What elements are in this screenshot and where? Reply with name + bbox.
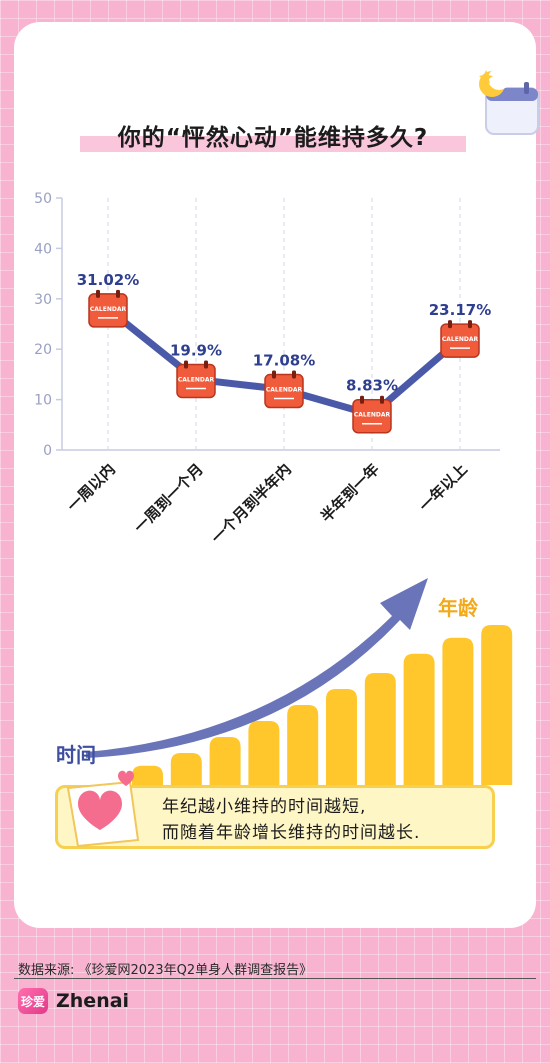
growth-bar bbox=[403, 653, 435, 785]
y-tick-label: 20 bbox=[34, 342, 52, 358]
calendar-marker-ring bbox=[96, 289, 100, 298]
calendar-marker-ring bbox=[204, 360, 208, 369]
callout-line-2: 而随着年龄增长维持的时间越长. bbox=[162, 823, 421, 843]
growth-bar bbox=[287, 705, 319, 785]
calendar-marker-ring bbox=[116, 289, 120, 298]
data-source: 数据来源: 《珍爱网2023年Q2单身人群调查报告》 bbox=[18, 963, 313, 978]
x-tick-label: 一周以内 bbox=[64, 460, 119, 515]
chart-title-wrap: 你的“怦然心动”能维持多久? bbox=[80, 118, 466, 158]
calendar-marker-ring bbox=[380, 395, 384, 404]
brand-logo: 珍爱 Zhenai bbox=[18, 987, 129, 1015]
logo-text: Zhenai bbox=[56, 990, 130, 1012]
data-label: 31.02% bbox=[77, 271, 139, 289]
growth-bar bbox=[248, 721, 280, 785]
growth-bar bbox=[132, 765, 163, 785]
time-label: 时间 bbox=[56, 743, 96, 767]
calendar-marker-text: CALENDAR bbox=[442, 336, 479, 343]
heart-note-icon bbox=[66, 770, 140, 848]
chart-axes: 0 10 20 30 40 50 bbox=[34, 191, 500, 459]
title-highlight bbox=[80, 136, 466, 152]
calendar-marker-text: CALENDAR bbox=[354, 412, 391, 419]
calendar-marker: CALENDAR bbox=[88, 289, 128, 328]
data-label: 8.83% bbox=[346, 377, 398, 395]
chart-title: 你的“怦然心动”能维持多久? bbox=[117, 125, 429, 151]
growth-bar bbox=[326, 689, 357, 785]
y-tick-label: 0 bbox=[43, 443, 52, 459]
calendar-marker-text: CALENDAR bbox=[266, 387, 303, 394]
growth-bar bbox=[170, 753, 202, 785]
calendar-moon-icon bbox=[479, 68, 539, 135]
calendar-marker: CALENDAR bbox=[176, 360, 216, 399]
x-tick-label: 一周到一个月 bbox=[130, 460, 206, 536]
x-tick-label: 一年以上 bbox=[416, 460, 471, 515]
calendar-marker-ring bbox=[184, 360, 188, 369]
growth-bar bbox=[364, 673, 396, 785]
data-label: 17.08% bbox=[253, 352, 315, 370]
growth-graphic bbox=[86, 578, 513, 785]
data-label: 19.9% bbox=[170, 341, 222, 359]
calendar-marker: CALENDAR bbox=[440, 320, 480, 358]
growth-bar bbox=[209, 737, 241, 785]
footer-divider bbox=[14, 978, 536, 979]
y-tick-label: 10 bbox=[34, 393, 52, 409]
calendar-marker-ring bbox=[292, 370, 296, 379]
calendar-marker: CALENDAR bbox=[352, 395, 392, 434]
data-label: 23.17% bbox=[429, 301, 491, 319]
x-tick-label: 半年到一年 bbox=[317, 460, 383, 526]
growth-bar bbox=[442, 637, 474, 785]
y-tick-label: 30 bbox=[34, 292, 52, 308]
calendar-marker-text: CALENDAR bbox=[90, 306, 127, 313]
callout-text: 年纪越小维持的时间越短, 而随着年龄增长维持的时间越长. bbox=[162, 794, 420, 846]
calendar-marker-text: CALENDAR bbox=[178, 376, 215, 383]
y-tick-label: 50 bbox=[34, 191, 52, 207]
growth-bar bbox=[481, 625, 513, 785]
growth-arrow bbox=[86, 578, 428, 758]
callout-line-1: 年纪越小维持的时间越短, bbox=[162, 797, 367, 817]
y-tick-label: 40 bbox=[34, 241, 52, 257]
x-tick-label: 一个月到半年内 bbox=[208, 460, 295, 547]
chart-x-labels: 一周以内 一周到一个月 一个月到半年内 半年到一年 一年以上 bbox=[64, 460, 471, 547]
calendar-marker-ring bbox=[468, 320, 472, 329]
logo-badge: 珍爱 bbox=[18, 988, 48, 1014]
age-label: 年龄 bbox=[438, 596, 479, 620]
calendar-marker: CALENDAR bbox=[264, 370, 304, 409]
chart-grid bbox=[107, 198, 461, 450]
chart-markers: CALENDAR 31.02% CALENDAR 19.9% CALENDAR 17.08… bbox=[77, 271, 491, 434]
calendar-marker-ring bbox=[360, 395, 364, 404]
calendar-marker-ring bbox=[272, 370, 276, 379]
calendar-marker-ring bbox=[448, 320, 452, 329]
